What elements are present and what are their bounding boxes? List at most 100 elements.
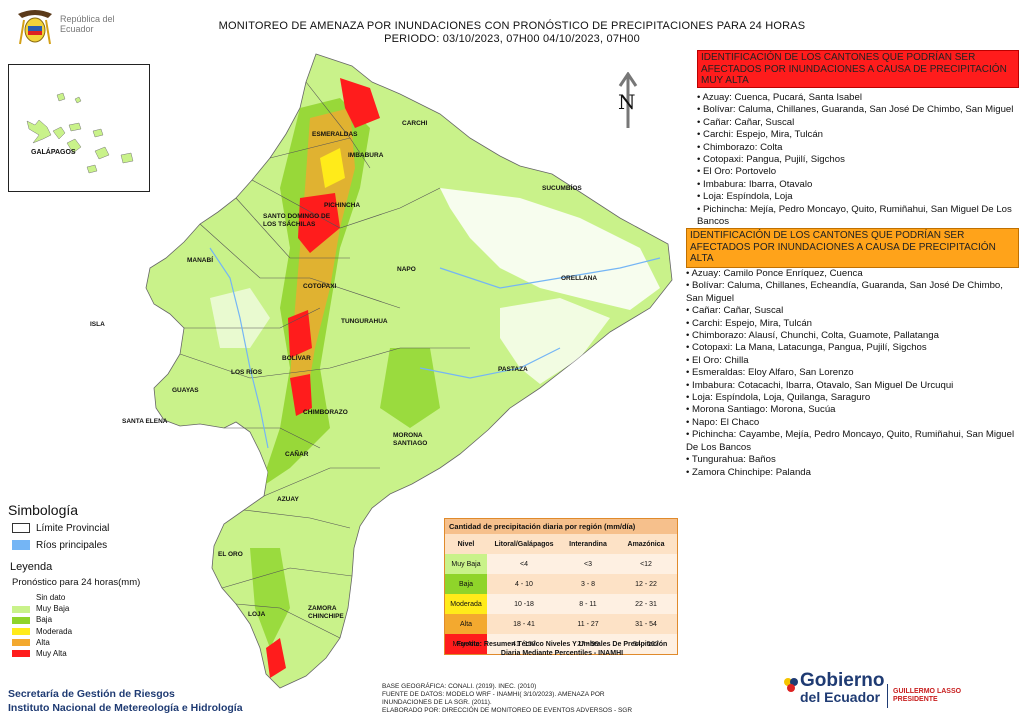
simbologia-rios: Ríos principales [12,540,107,551]
alta-swatch [12,639,30,647]
nivel-cell: Alta [445,614,487,634]
legend-label: Muy Alta [36,649,67,659]
table-cell: <12 [640,560,652,568]
table-cell: 11 - 27 [577,620,599,628]
list-item: • Azuay: Camilo Ponce Enríquez, Cuenca [686,268,863,279]
list-item: • El Oro: Chilla [686,354,749,366]
meta-line: ELABORADO POR: DIRECCIÓN DE MONITOREO DE… [382,707,633,714]
gobierno-line1: Gobierno [800,670,885,691]
table-header-row: Nivel Litoral/Galápagos Interandina Amaz… [445,534,677,554]
simbologia-title: Simbología [8,502,79,518]
table-cell: 8 - 11 [579,600,597,608]
list-item: • Loja: Espíndola, Loja, Quilanga, Sarag… [686,392,871,404]
label-napo: NAPO [397,266,416,273]
legend-item: Muy Alta [12,648,72,659]
table-cell: <4 [520,560,528,568]
label-tungurahua: TUNGURAHUA [341,318,388,325]
meta-line: FUENTE DE DATOS: MODELO WRF - INAMHI( 3/… [382,691,605,706]
legend-label: Moderada [36,626,73,636]
nivel-cell: Muy Baja [445,554,487,574]
label-azuay: AZUAY [277,496,299,503]
simbologia-limite: Límite Provincial [12,523,109,534]
list-item: • Zamora Chinchipe: Palanda [686,466,811,478]
meta-line: BASE GEOGRÁFICA: CONALI. (2019). INEC. (… [382,683,537,690]
label-loja: LOJA [248,611,266,618]
table-row: Baja 4 - 10 3 - 8 12 - 22 [445,574,677,594]
table-row: Muy Alta 41 -157 27 - 99 54 - 167 [445,634,677,654]
label-guayas: GUAYAS [172,387,199,394]
rios-swatch [12,540,30,551]
muy-alta-swatch [12,650,30,658]
column-header: Amazónica [627,540,665,548]
north-label: N [618,90,636,114]
list-item: • Chimborazo: Alausí, Chunchi, Colta, Gu… [686,330,939,342]
label-canar: CAÑAR [285,451,309,458]
label-isla: ISLA [90,321,105,328]
sin-dato-swatch [12,594,30,602]
simbologia-label: Ríos principales [36,540,108,551]
label-carchi: CARCHI [402,120,428,127]
leyenda-subtitle: Pronóstico para 24 horas(mm) [12,577,141,588]
muy-alta-title: IDENTIFICACIÓN DE LOS CANTONES QUE PODRÍ… [701,52,1007,86]
label-el-oro: EL ORO [218,551,243,558]
label-manabi: MANABÍ [187,257,213,264]
muy-baja-swatch [12,605,30,613]
galapagos-label: GALÁPAGOS [31,149,76,156]
simbologia-label: Límite Provincial [36,523,110,534]
gobierno-line2: del Ecuador [800,689,881,705]
label-bolivar: BOLÍVAR [282,355,311,362]
list-item: • Morona Santiago: Morona, Sucúa [686,404,836,416]
baja-swatch [12,616,30,624]
table-row: Muy Baja <4 <3 <12 [445,554,677,574]
alta-title: IDENTIFICACIÓN DE LOS CANTONES QUE PODRÍ… [690,230,996,264]
leyenda-list: Sin dato Muy Baja Baja Moderada Alta Muy… [12,592,72,659]
list-item: • Carchi: Espejo, Mira, Tulcán [697,129,823,141]
precip-table-source: Fuente: Resumen Técnico Niveles Y Umbral… [456,641,668,657]
muy-alta-header: IDENTIFICACIÓN DE LOS CANTONES QUE PODRÍ… [697,50,1019,88]
label-zamora-chinchipe: ZAMORA CHINCHIPE [308,605,344,620]
precip-table-box: Cantidad de precipitación diaria por reg… [444,518,678,655]
table-cell: 31 - 54 [635,620,657,628]
nivel-cell: Moderada [445,594,487,614]
table-cell: 41 -157 [512,640,536,648]
list-item: • Bolívar: Caluma, Chillanes, Guaranda, … [697,104,1014,116]
label-morona-santiago: MORONA SANTIAGO [393,432,428,447]
alta-header: IDENTIFICACIÓN DE LOS CANTONES QUE PODRÍ… [686,228,1019,268]
list-item: • Bolívar: Caluma, Chillanes, Echeandía,… [686,280,1003,304]
coat-of-arms-icon [14,4,56,46]
label-cotopaxi: COTOPAXI [303,283,337,290]
list-item: • El Oro: Portovelo [697,166,777,178]
list-item: • Imbabura: Ibarra, Otavalo [697,178,813,190]
legend-label: Baja [36,615,53,625]
label-pastaza: PASTAZA [498,366,528,373]
nivel-cell: Muy Alta [445,634,487,654]
table-cell: 4 - 10 [515,580,533,588]
muy-alta-list: • Azuay: Cuenca, Pucará, Santa Isabel • … [697,92,1019,228]
list-item: • Pichincha: Cayambe, Mejía, Pedro Monca… [686,429,1015,453]
table-cell: 54 - 167 [633,640,659,648]
list-item: • Cañar: Cañar, Suscal [697,116,795,128]
legend-item: Sin dato [12,592,72,603]
president-title: PRESIDENTE [893,696,938,703]
list-item: • Napo: El Chaco [686,416,760,428]
president-block: GUILLERMO LASSO PRESIDENTE [893,688,961,704]
moderada-swatch [12,628,30,635]
legend-label: Sin dato [36,593,66,602]
ecuador-map [140,48,680,705]
label-pichincha: PICHINCHA [324,202,361,209]
precip-table-title: Cantidad de precipitación diaria por reg… [445,519,677,534]
legend-item: Baja [12,614,72,625]
table-cell: 27 - 99 [577,640,599,648]
logo-divider [887,684,888,708]
list-item: • Cotopaxi: La Mana, Latacunga, Pangua, … [686,342,927,354]
table-row: Moderada 10 -18 8 - 11 22 - 31 [445,594,677,614]
list-item: • Tungurahua: Baños [686,454,776,466]
column-header: Litoral/Galápagos [494,540,554,548]
list-item: • Azuay: Cuenca, Pucará, Santa Isabel [697,92,862,103]
table-cell: 22 - 31 [635,600,657,608]
label-orellana: ORELLANA [561,275,598,282]
list-item: • Loja: Espíndola, Loja [697,191,793,203]
org-sgr: Secretaría de Gestión de Riesgos [8,688,175,700]
north-arrow-icon [612,71,644,137]
map-period: PERIODO: 03/10/2023, 07H00 04/10/2023, 0… [384,33,640,45]
